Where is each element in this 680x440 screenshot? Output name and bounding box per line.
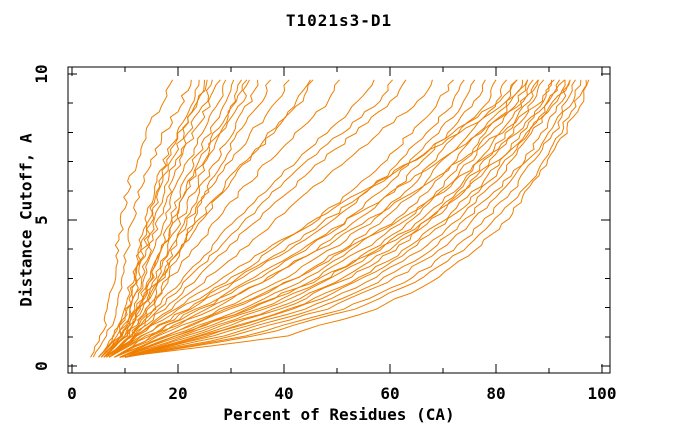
model-curve <box>108 79 433 358</box>
model-curve <box>114 79 507 358</box>
x-tick-label: 100 <box>588 384 617 403</box>
y-tick-label: 5 <box>32 215 51 225</box>
model-curve <box>108 79 518 358</box>
model-curve <box>124 79 553 358</box>
model-curve <box>114 79 555 358</box>
model-curve <box>124 79 582 358</box>
y-tick-label: 10 <box>32 64 51 83</box>
x-axis-label: Percent of Residues (CA) <box>223 405 455 424</box>
model-curve <box>106 79 375 358</box>
model-curve <box>90 79 174 358</box>
model-curve <box>106 79 243 358</box>
model-curve <box>103 79 454 358</box>
model-curve <box>119 79 534 358</box>
model-curve <box>103 79 314 358</box>
model-curve <box>124 79 571 358</box>
model-curve <box>114 79 518 358</box>
model-curve <box>106 79 393 358</box>
model-curve <box>114 79 486 358</box>
x-tick-label: 0 <box>67 384 77 403</box>
model-curve <box>124 79 545 358</box>
model-curve <box>119 79 590 358</box>
model-curve <box>114 79 539 358</box>
x-tick-label: 60 <box>380 384 399 403</box>
y-tick-label: 0 <box>32 361 51 371</box>
curves-group <box>90 79 590 358</box>
model-curve <box>100 79 311 358</box>
model-curve <box>92 79 192 358</box>
model-curve <box>119 79 566 358</box>
x-tick-label: 40 <box>274 384 293 403</box>
model-curve <box>119 79 529 358</box>
model-curve <box>98 79 290 358</box>
model-curve <box>108 79 465 358</box>
model-curve <box>119 79 523 358</box>
model-curve <box>124 79 576 358</box>
model-curve <box>103 79 227 358</box>
model-curve <box>108 79 529 358</box>
model-curve <box>106 79 250 358</box>
model-curve <box>124 79 566 358</box>
x-tick-label: 20 <box>168 384 187 403</box>
model-curve <box>114 79 497 358</box>
model-curve <box>108 79 407 358</box>
model-curve <box>98 79 205 358</box>
model-curve <box>108 79 259 358</box>
model-curve <box>103 79 340 358</box>
model-curve <box>100 79 221 358</box>
model-curve <box>124 79 587 358</box>
chart-title: T1021s3-D1 <box>285 11 393 30</box>
model-curve <box>100 79 213 358</box>
model-curve <box>98 79 208 358</box>
model-curve <box>98 79 200 358</box>
model-curve <box>124 79 571 358</box>
x-tick-label: 80 <box>486 384 505 403</box>
